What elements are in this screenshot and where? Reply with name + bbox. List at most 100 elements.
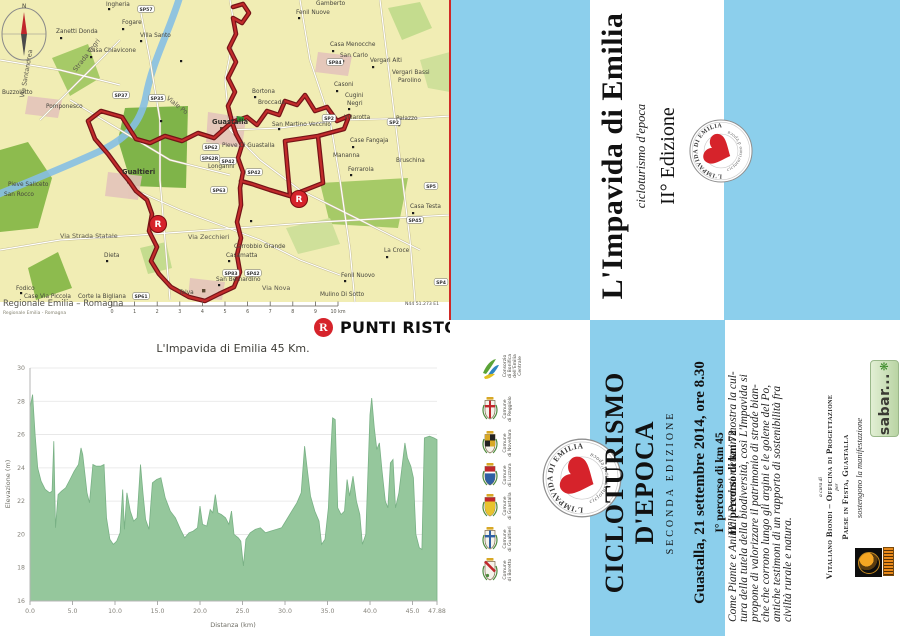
map-scale-bar: 0 1 2 3 4 5 6 7 8 9 10 km: [110, 301, 346, 315]
elevation-chart: 16 18 20 22 24 26 28 30 0.0 5.0 10.0 15.0 20.0 25.0 30…: [4, 342, 446, 629]
map-place-label: Via Zecchieri: [188, 233, 230, 241]
road-badge: [132, 292, 150, 300]
map-place-label: Carrobbio Grande: [234, 244, 286, 250]
road-badge: [199, 154, 221, 162]
road-badge-label: SP84: [328, 60, 341, 66]
map-place-label: Vergari Bassi: [392, 70, 430, 76]
scale-tick-label: 5: [223, 309, 226, 315]
ristoro-marker: [148, 214, 168, 234]
map-place-label: Negri: [347, 101, 363, 107]
event-description: Come Piante e Animali Perduti mette in m…: [727, 371, 794, 622]
chart-ytick-label: 28: [17, 398, 25, 405]
scale-tick-label: 9: [314, 309, 317, 315]
map-place-label: Palazzo: [396, 116, 418, 122]
sprout-icon: ❋: [879, 361, 891, 372]
map-coordinates: N44 51.273 E1: [405, 302, 440, 307]
ristoro-marker-letter: R: [155, 220, 162, 230]
road-badge: [202, 143, 220, 151]
map-place-label: Fogare: [122, 20, 142, 26]
map-land: [0, 0, 450, 302]
road-badge-label: SP2: [389, 120, 399, 126]
road-badge-label: SP57: [139, 7, 152, 13]
chart-xtick-label: 15.0: [151, 608, 165, 615]
elevation-area: [29, 394, 438, 602]
map-place-label: Buzzoletto: [2, 90, 33, 96]
scale-tick-label: 4: [201, 309, 204, 315]
sponsor-logo-leaf: [477, 353, 503, 383]
event-title: CICLOTURISMO D'EPOCA: [600, 371, 659, 594]
road-badge-label: SP42: [247, 170, 260, 176]
road-badge: [219, 157, 237, 165]
map-place-label: Tolva: [178, 290, 194, 296]
chart-xtick-label: 10.0: [108, 608, 122, 615]
road-badge-label: SP61: [134, 294, 147, 300]
chart-xtick-label: 35.0: [321, 608, 335, 615]
cover-subtitle: cicloturismo d'epoca: [634, 103, 648, 209]
seal-svg: • L'IMPAVIDA DI EMILIA •cicloturismo d'e…: [535, 438, 622, 520]
chart-xtick-label: 0.0: [25, 608, 35, 615]
sponsor-label: Consorzio di Bonifica dell'Emilia Centra…: [503, 353, 523, 379]
road-badge-label: SP5: [426, 184, 436, 190]
map-place-label: Casamatta: [226, 253, 258, 259]
map-attribution-small: Regionale Emilia - Romagna: [3, 311, 67, 316]
crest-icon: [482, 494, 498, 517]
map-place-label: Parolino: [398, 78, 421, 84]
road-badge: [112, 91, 130, 99]
chart-xtick-label: 25.0: [236, 608, 250, 615]
impavida-seal-logo-large: • L'IMPAVIDA DI EMILIA •cicloturismo d'e…: [535, 438, 622, 520]
map-place-label: Villa Santo: [140, 33, 171, 39]
map-place-label: Casoni: [334, 82, 354, 88]
map-place-label: Cugini: [345, 93, 364, 99]
ristoro-legend: R PUNTI RISTORO: [314, 318, 485, 337]
chart-ytick-label: 20: [17, 531, 25, 538]
chart-title: L'Impavida di Emilia 45 Km.: [156, 342, 309, 355]
scale-tick-label: 6: [246, 309, 249, 315]
road-badge: [148, 94, 166, 102]
map-place-label: Corte la Bigliana: [78, 294, 126, 300]
crest-icon: [482, 527, 498, 550]
map-place-label: Casa Testa: [410, 204, 441, 210]
credits-organizer: Paese in Festa, Guastalla: [840, 434, 850, 540]
sponsor-logo-luzzara: [477, 462, 503, 492]
map-place-label: Longanni: [208, 164, 235, 170]
cover-text-block: L'Impavida di Emilia cicloturismo d'epoc…: [596, 10, 684, 302]
ristoro-markers: RR: [148, 189, 309, 234]
road-badge: [423, 182, 439, 190]
cover-edition: II° Edizione: [657, 107, 679, 205]
map-place-label: Broccada: [258, 100, 285, 106]
crest-icon: [482, 558, 498, 581]
sponsor-logo-guastalla: [477, 493, 503, 523]
crest-icon: [482, 397, 498, 420]
map-place-label: Case Via Piccola: [24, 294, 71, 300]
chart-xtick-label: 40.0: [363, 608, 377, 615]
route-map: N SP57SP37SP35SP62SP62RSP42SP42SP63SP84S…: [0, 0, 450, 315]
road-badge: [321, 114, 337, 122]
svg-text:N: N: [22, 4, 26, 10]
map-place-label: La Croce: [384, 248, 410, 254]
road-badges: SP57SP37SP35SP62SP62RSP42SP42SP63SP84SP2…: [112, 5, 449, 300]
chart-ytick-label: 22: [17, 498, 25, 505]
sponsor-logo-gualtieri: [477, 526, 503, 556]
map-place-label: Casa Menocche: [330, 42, 376, 48]
ristoro-marker: [289, 189, 309, 209]
map-place-label: Case Fangaja: [350, 138, 389, 144]
map-place-label: Pieve Saliceto: [8, 182, 49, 188]
road-badge: [137, 5, 155, 13]
road-badge-label: SP37: [114, 93, 127, 99]
map-place-label: Via Strada Statale: [60, 232, 118, 240]
road-badge-label: SP4: [436, 280, 446, 286]
map-place-label: San Carlo: [340, 53, 368, 59]
black-orange-emblem-logo: [855, 548, 882, 577]
map-place-label: Bruschina: [396, 158, 425, 164]
chart-xtick-label: 20.0: [193, 608, 207, 615]
map-place-label: Fenil Nuove: [296, 10, 330, 16]
chart-ytick-label: 18: [17, 565, 25, 572]
scale-tick-label: 3: [178, 309, 181, 315]
heart-icon: [703, 133, 731, 164]
map-place-label: San Rocco: [4, 192, 34, 198]
road-badge: [222, 269, 240, 277]
map-place-labels: Ingheria Fogare Villa Santo Casa Chiavicone…: [2, 1, 441, 300]
map-place-label: Ingheria: [106, 2, 130, 8]
road-badge-label: SP63: [212, 188, 225, 194]
map-place-label: San Martino Vecchio: [272, 122, 331, 128]
